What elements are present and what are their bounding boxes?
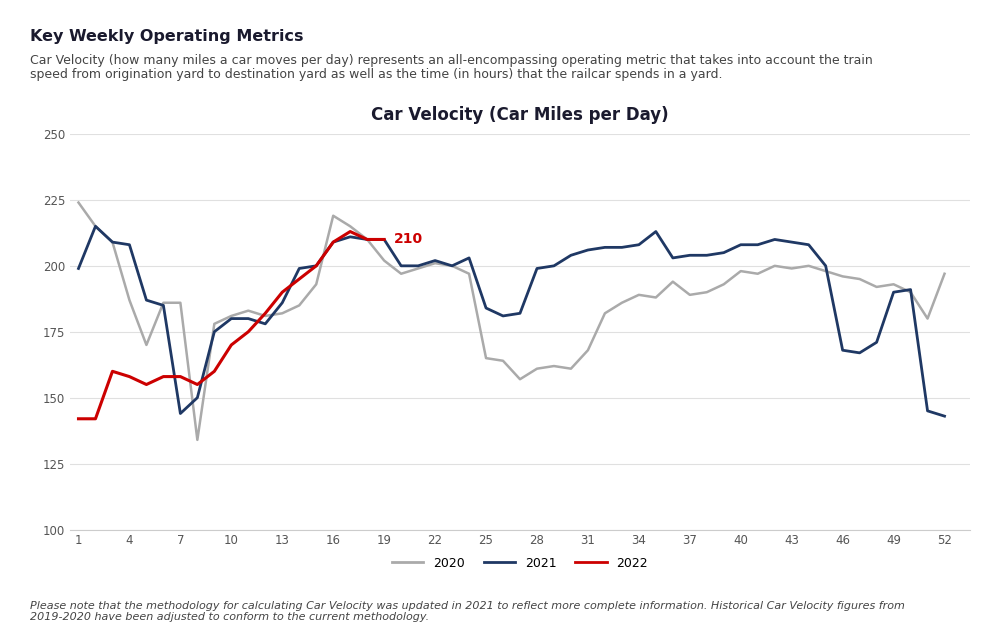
Text: 210: 210 bbox=[394, 232, 423, 246]
Text: 2019-2020 have been adjusted to conform to the current methodology.: 2019-2020 have been adjusted to conform … bbox=[30, 612, 429, 623]
Text: Please note that the methodology for calculating Car Velocity was updated in 202: Please note that the methodology for cal… bbox=[30, 601, 905, 611]
Text: Key Weekly Operating Metrics: Key Weekly Operating Metrics bbox=[30, 29, 304, 44]
Title: Car Velocity (Car Miles per Day): Car Velocity (Car Miles per Day) bbox=[371, 106, 669, 124]
Text: Car Velocity (how many miles a car moves per day) represents an all-encompassing: Car Velocity (how many miles a car moves… bbox=[30, 54, 873, 67]
Text: speed from origination yard to destination yard as well as the time (in hours) t: speed from origination yard to destinati… bbox=[30, 68, 722, 81]
Legend: 2020, 2021, 2022: 2020, 2021, 2022 bbox=[387, 552, 653, 575]
